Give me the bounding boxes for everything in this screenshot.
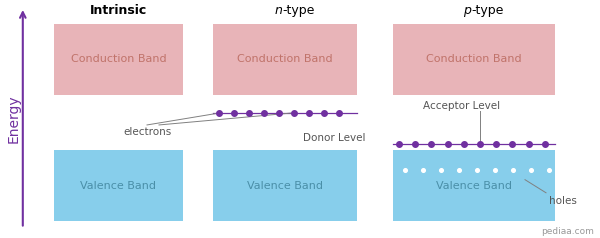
Text: Valence Band: Valence Band bbox=[247, 181, 323, 191]
Text: n: n bbox=[274, 4, 282, 17]
Text: Energy: Energy bbox=[6, 95, 20, 143]
Text: Conduction Band: Conduction Band bbox=[426, 55, 522, 64]
Text: Acceptor Level: Acceptor Level bbox=[424, 101, 500, 111]
Text: Valence Band: Valence Band bbox=[80, 181, 157, 191]
Text: holes: holes bbox=[549, 196, 577, 206]
Text: Valence Band: Valence Band bbox=[436, 181, 512, 191]
Bar bbox=[213, 150, 357, 221]
Text: -type: -type bbox=[471, 4, 503, 17]
Text: p: p bbox=[463, 4, 471, 17]
Bar bbox=[393, 150, 555, 221]
Bar bbox=[54, 150, 183, 221]
Text: pediaa.com: pediaa.com bbox=[541, 227, 594, 236]
Text: Donor Level: Donor Level bbox=[303, 133, 365, 143]
Text: Conduction Band: Conduction Band bbox=[237, 55, 333, 64]
Bar bbox=[213, 24, 357, 95]
Text: Conduction Band: Conduction Band bbox=[71, 55, 166, 64]
Bar bbox=[393, 24, 555, 95]
Text: electrons: electrons bbox=[123, 127, 171, 137]
Bar bbox=[54, 24, 183, 95]
Text: Intrinsic: Intrinsic bbox=[89, 4, 147, 17]
Text: -type: -type bbox=[282, 4, 314, 17]
